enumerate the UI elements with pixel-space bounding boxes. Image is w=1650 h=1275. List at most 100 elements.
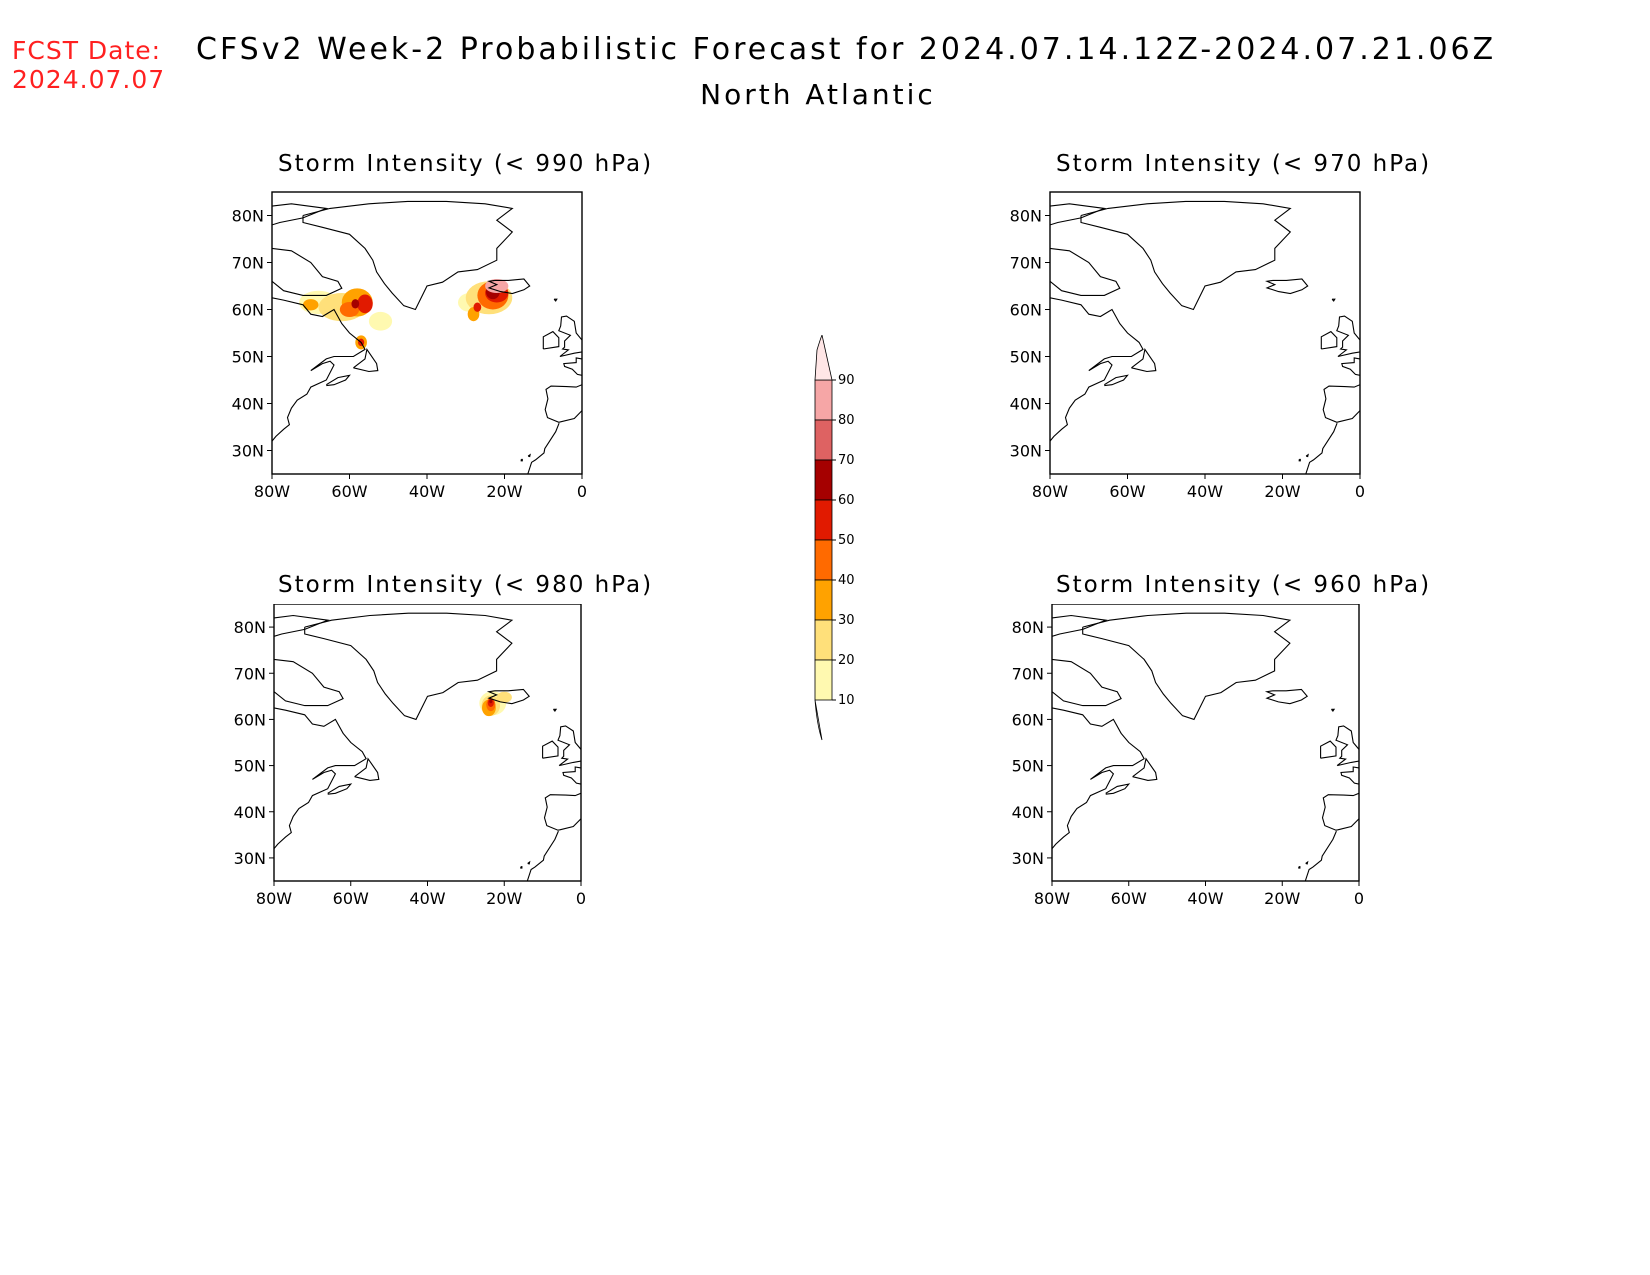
colorbar-top-extension (814, 335, 833, 381)
lat-tick-label: 50N (1010, 348, 1042, 367)
coastline-baffin (1050, 247, 1121, 296)
coastline-africa (526, 830, 559, 881)
colorbar-legend: 10 20 30 40 50 60 70 80 90 (814, 335, 855, 741)
panel-title-990: Storm Intensity (< 990 hPa) (278, 151, 654, 177)
coastline-faroe (552, 708, 558, 713)
coastline-baffin (274, 658, 344, 707)
coastlines (274, 612, 581, 881)
probability-area (357, 294, 373, 314)
coastline-canaries2 (1305, 453, 1309, 458)
colorbar-label: 40 (838, 573, 855, 588)
coastline-labrador (1052, 707, 1145, 850)
coastline-iberia (543, 792, 581, 831)
coastlines (1050, 200, 1360, 474)
coastline-newfoundland (354, 757, 380, 781)
coastline-britain (1335, 725, 1359, 767)
lon-tick-label: 40W (409, 889, 445, 908)
probability-area (496, 691, 512, 703)
colorbar-swatch (814, 419, 833, 461)
probability-area (351, 299, 360, 309)
coastline-greenland (1080, 200, 1292, 311)
lat-tick-label: 40N (232, 395, 264, 414)
coastline-britain (557, 725, 581, 767)
lat-tick-label: 80N (232, 207, 264, 226)
lat-tick-label: 60N (234, 710, 266, 729)
lat-tick-label: 30N (234, 849, 266, 868)
shading-group (479, 691, 512, 717)
coastline-labrador (1050, 297, 1144, 442)
coastline-canaries2 (527, 453, 531, 458)
map-panel-990: 80N 70N 60N 50N 40N 30N 80W 60W 40W 20W 0 (232, 191, 587, 501)
lon-tick-label: 20W (1264, 482, 1300, 501)
lat-tick-label: 50N (234, 757, 266, 776)
coastline-iberia (1322, 384, 1360, 423)
lat-tick-label: 60N (1010, 301, 1042, 320)
lat-tick-label: 30N (232, 442, 264, 461)
lon-tick-label: 0 (576, 889, 586, 908)
coastline-iceland (487, 278, 531, 295)
coastline-ireland (542, 330, 560, 350)
coastline-canaries2 (1305, 860, 1309, 865)
colorbar-swatch (814, 379, 833, 421)
lat-tick-label: 80N (234, 618, 266, 637)
coastline-baffin (272, 247, 343, 296)
coastline-faroe (553, 298, 558, 302)
coastline-novaScotia (1105, 783, 1131, 795)
coastline-novaScotia (326, 374, 351, 387)
coastline-ireland (1320, 330, 1338, 350)
coastline-iceland (486, 688, 531, 705)
lon-tick-label: 20W (486, 889, 522, 908)
lon-tick-label: 60W (1109, 482, 1145, 501)
coastline-newfoundland (1131, 348, 1157, 373)
lat-tick-label: 40N (234, 803, 266, 822)
lon-tick-label: 80W (256, 889, 292, 908)
coastline-africa (1305, 422, 1338, 474)
coastline-ireland (542, 740, 559, 759)
map-frame (271, 191, 583, 475)
lon-tick-label: 80W (1032, 482, 1068, 501)
coastline-iceland (1265, 278, 1309, 295)
coastline-ireland (1320, 740, 1337, 759)
map-panel-970: 80N 70N 60N 50N 40N 30N 80W 60W 40W 20W 0 (1010, 191, 1365, 501)
panel-title-960: Storm Intensity (< 960 hPa) (1056, 572, 1432, 598)
lon-tick-label: 80W (254, 482, 290, 501)
map-panel-980: 80N 70N 60N 50N 40N 30N 80W 60W 40W 20W 0 (234, 604, 586, 908)
coastline-africa (1304, 830, 1337, 881)
lat-tick-label: 30N (1010, 442, 1042, 461)
coastline-canaries (1298, 866, 1301, 869)
lon-tick-label: 60W (333, 889, 369, 908)
lat-tick-label: 70N (234, 664, 266, 683)
coastline-canaries2 (527, 860, 531, 865)
coastline-newfoundland (1132, 757, 1158, 781)
shading-group (299, 278, 513, 350)
lat-tick-label: 70N (232, 254, 264, 273)
colorbar-swatch (814, 659, 833, 701)
lon-tick-label: 80W (1034, 889, 1070, 908)
lon-tick-label: 20W (486, 482, 522, 501)
lon-tick-label: 40W (1187, 889, 1223, 908)
coastline-france (1341, 357, 1360, 376)
colorbar-swatch (814, 539, 833, 581)
map-frame (273, 604, 582, 882)
colorbar-label: 60 (838, 493, 855, 508)
colorbar-bottom-extension (814, 699, 823, 741)
colorbar-label: 10 (838, 693, 855, 708)
map-frame (1049, 191, 1361, 475)
colorbar-swatch (814, 499, 833, 541)
coastline-faroe (1330, 708, 1336, 713)
probability-area (303, 299, 319, 311)
lon-tick-label: 0 (1354, 889, 1364, 908)
coastline-canadaArctic (274, 614, 330, 637)
colorbar-label: 80 (838, 413, 855, 428)
coastline-greenland (302, 200, 514, 311)
coastline-britain (558, 315, 582, 358)
colorbar-label: 90 (838, 373, 855, 388)
lat-tick-label: 80N (1010, 207, 1042, 226)
title-line-1: CFSv2 Week-2 Probabilistic Forecast for … (196, 32, 1497, 67)
coastline-greenland (1082, 612, 1292, 721)
colorbar-swatch (814, 579, 833, 621)
lat-tick-label: 40N (1010, 395, 1042, 414)
colorbar-swatch (814, 619, 833, 661)
coastline-iberia (1321, 792, 1359, 831)
coastline-britain (1336, 315, 1360, 358)
